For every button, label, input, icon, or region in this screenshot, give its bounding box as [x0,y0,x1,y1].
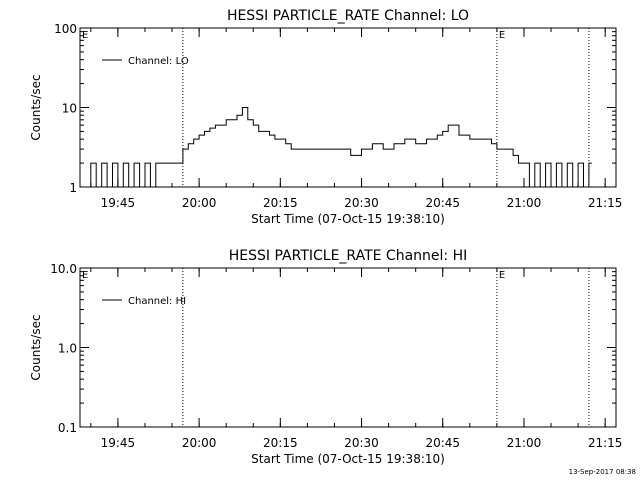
y-tick-label: 0.1 [58,421,77,435]
x-axis-label: Start Time (07-Oct-15 19:38:10) [251,452,445,466]
panel-hi: HESSI PARTICLE_RATE Channel: HI 0.1 1.0 10.… [29,248,622,466]
x-tick-label: 21:00 [507,436,542,450]
x-tick-label: 20:15 [263,196,298,210]
chart-title: HESSI PARTICLE_RATE Channel: HI [229,248,467,264]
y-tick-label: 10 [62,102,77,116]
start-marker-label: E [82,30,88,41]
panel-lo: HESSI PARTICLE_RATE Channel: LO 1 10 100 19:… [29,8,622,226]
y-tick-label: 1 [69,181,77,195]
start-marker-label: E [82,270,88,281]
x-tick-label: 20:00 [182,196,217,210]
x-tick-label: 20:30 [344,196,379,210]
y-axis-label: Counts/sec [29,74,43,140]
y-tick-label: 10.0 [50,262,77,276]
x-tick-label: 20:30 [344,436,379,450]
chart-title: HESSI PARTICLE_RATE Channel: LO [227,8,469,24]
event-marker-label: E [499,270,505,281]
x-tick-label: 21:15 [588,436,623,450]
x-axis-label: Start Time (07-Oct-15 19:38:10) [251,212,445,226]
x-tick-label: 20:15 [263,436,298,450]
x-tick-label: 20:45 [425,436,460,450]
event-marker-label: E [499,30,505,41]
x-tick-label: 19:45 [101,436,136,450]
plot-frame [79,267,617,428]
x-tick-label: 21:15 [588,196,623,210]
legend-label: Channel: LO [128,56,189,67]
x-tick-label: 21:00 [507,196,542,210]
x-tick-label: 20:45 [425,196,460,210]
y-tick-label: 100 [54,22,77,36]
x-tick-label: 20:00 [182,436,217,450]
x-tick-label: 19:45 [101,196,136,210]
y-axis-label: Counts/sec [29,314,43,380]
y-tick-label: 1.0 [58,342,77,356]
series-line-channel-lo [85,107,592,188]
legend-label: Channel: HI [128,296,186,307]
footer-timestamp: 13-Sep-2017 08:38 [569,468,636,476]
